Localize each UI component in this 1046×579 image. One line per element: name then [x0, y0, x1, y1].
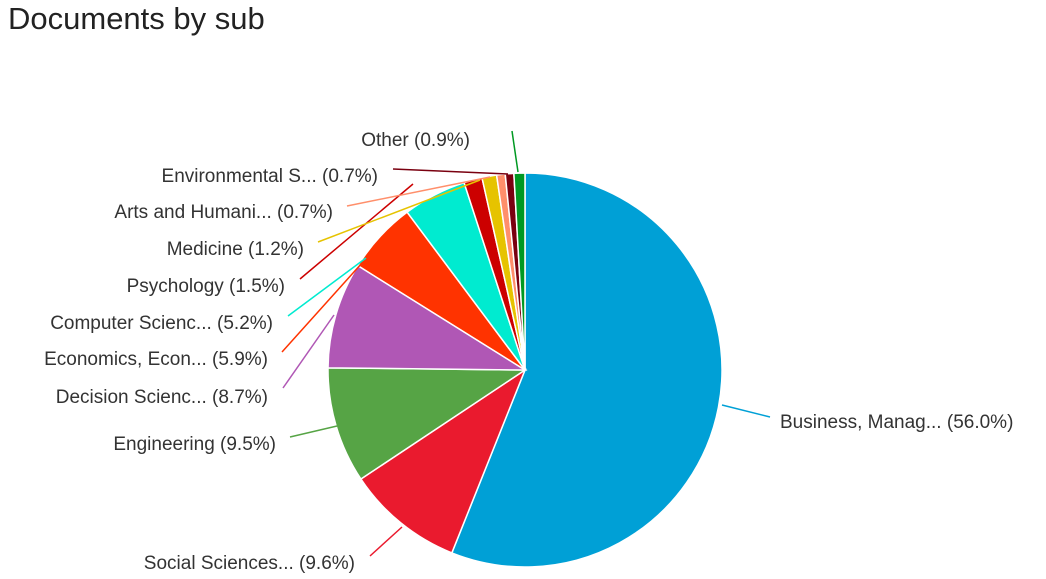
pie-slices	[327, 172, 723, 568]
leader-line	[721, 404, 771, 418]
leader-line	[317, 179, 481, 243]
leader-line	[289, 425, 338, 438]
leader-line	[369, 526, 403, 557]
slice-label: Business, Manag... (56.0%)	[780, 412, 1013, 433]
leader-line	[299, 183, 414, 280]
leader-line	[346, 176, 491, 207]
leader-line	[392, 168, 509, 175]
leader-line	[511, 130, 519, 173]
slice-label: Psychology (1.5%)	[127, 276, 285, 297]
slice-label: Social Sciences... (9.6%)	[144, 553, 355, 574]
slice-label: Engineering (9.5%)	[113, 434, 276, 455]
pie-slice[interactable]	[450, 172, 723, 568]
slice-label: Economics, Econ... (5.9%)	[44, 349, 268, 370]
slice-label: Computer Scienc... (5.2%)	[50, 313, 273, 334]
leader-line	[282, 314, 335, 389]
chart-title: Documents by sub	[8, 1, 265, 36]
slice-label: Decision Scienc... (8.7%)	[56, 387, 268, 408]
leader-line	[287, 257, 367, 317]
pie-slice[interactable]	[359, 368, 527, 554]
leader-line	[281, 262, 363, 353]
slice-label: Other (0.9%)	[361, 130, 470, 151]
pie-slice[interactable]	[513, 172, 526, 371]
slice-labels: Business, Manag... (56.0%) Social Science…	[44, 130, 1013, 574]
slice-label: Environmental S... (0.7%)	[162, 166, 378, 187]
leader-lines	[281, 130, 771, 557]
slice-label: Arts and Humani... (0.7%)	[114, 202, 333, 223]
slice-label: Medicine (1.2%)	[167, 239, 304, 260]
